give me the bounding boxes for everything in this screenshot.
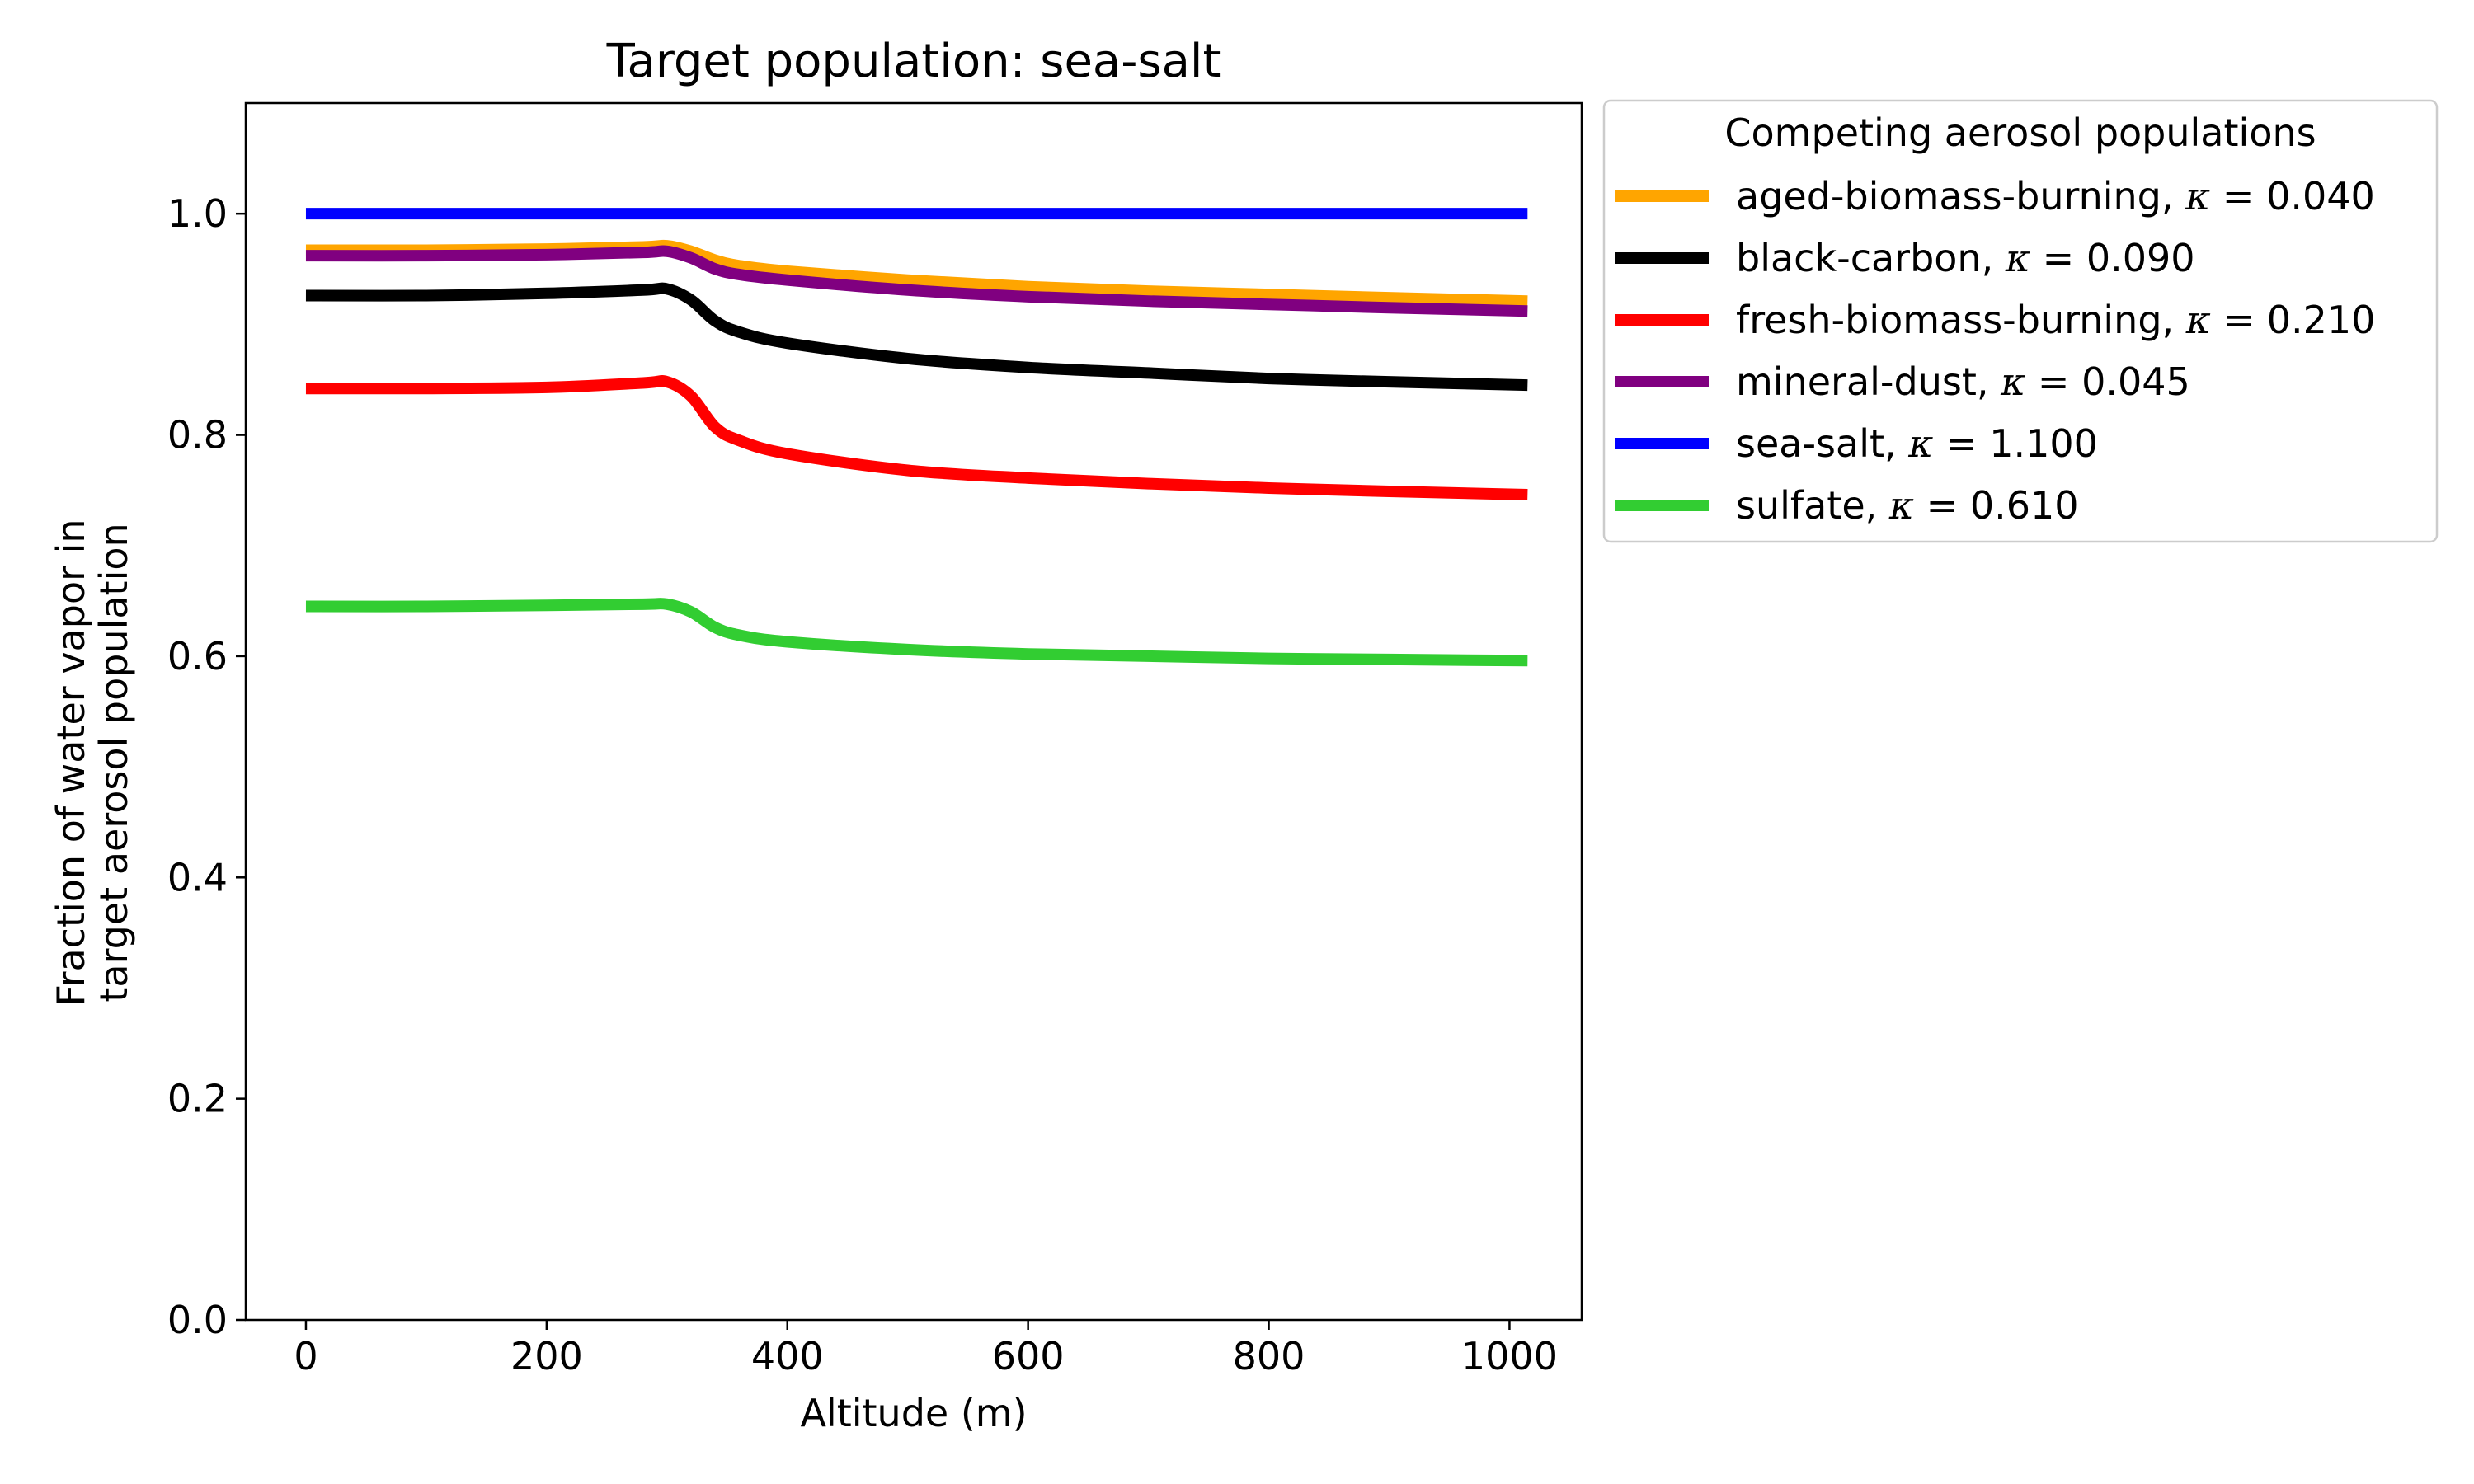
legend-equals: = <box>2025 359 2081 404</box>
x-axis-label: Altitude (m) <box>800 1391 1027 1435</box>
y-tick-label: 0.8 <box>167 413 228 458</box>
y-tick-label: 0.0 <box>167 1298 228 1342</box>
kappa-symbol: κ <box>2005 236 2030 280</box>
x-tick-label: 400 <box>751 1334 824 1378</box>
legend-series-name: fresh-biomass-burning <box>1736 298 2162 342</box>
y-axis: 0.0 0.2 0.4 0.6 0.8 1.0 <box>167 191 246 1342</box>
legend-series-name: sea-salt <box>1736 421 1884 466</box>
y-axis-label: Fraction of water vapor in target aeroso… <box>49 519 136 1006</box>
y-axis-label-line-1: Fraction of water vapor in <box>49 519 93 1006</box>
legend-items: aged-biomass-burning, κ = 0.040 black-car… <box>1615 174 2375 528</box>
legend-separator: , <box>2162 298 2186 342</box>
y-axis-label-line-2: target aerosol population <box>92 523 136 1002</box>
legend-kappa-value: 0.610 <box>1970 483 2079 528</box>
legend-kappa-value: 0.090 <box>2086 236 2195 280</box>
x-tick-label: 1000 <box>1461 1334 1558 1378</box>
plot-area <box>305 208 1528 667</box>
legend-separator: , <box>1865 483 1889 528</box>
series-line-fresh-biomass-burning <box>305 375 1528 500</box>
series-line-mineral-dust <box>305 245 1528 317</box>
legend-kappa-value: 1.100 <box>1989 421 2098 466</box>
legend-equals: = <box>2210 174 2266 218</box>
legend: Competing aerosol populations aged-bioma… <box>1602 99 2439 543</box>
kappa-symbol: κ <box>1888 483 1914 528</box>
kappa-symbol: κ <box>2185 298 2211 342</box>
legend-series-name: black-carbon <box>1736 236 1982 280</box>
legend-series-name: mineral-dust <box>1736 359 1977 404</box>
kappa-symbol: κ <box>2185 174 2210 218</box>
kappa-symbol: κ <box>1907 421 1933 466</box>
legend-separator: , <box>1977 359 2001 404</box>
legend-label-aged-biomass-burning: aged-biomass-burning, κ = 0.040 <box>1736 174 2375 218</box>
legend-kappa-value: 0.045 <box>2081 359 2190 404</box>
kappa-symbol: κ <box>2000 359 2025 404</box>
legend-title: Competing aerosol populations <box>1724 110 2316 155</box>
legend-label-black-carbon: black-carbon, κ = 0.090 <box>1736 236 2195 280</box>
legend-label-mineral-dust: mineral-dust, κ = 0.045 <box>1736 359 2190 404</box>
x-tick-label: 800 <box>1233 1334 1305 1378</box>
legend-equals: = <box>2030 236 2086 280</box>
series-line-sulfate <box>305 598 1528 667</box>
series-line-black-carbon <box>305 282 1528 392</box>
legend-series-name: sulfate <box>1736 483 1865 528</box>
legend-equals: = <box>1914 483 1970 528</box>
legend-label-sea-salt: sea-salt, κ = 1.100 <box>1736 421 2098 466</box>
legend-separator: , <box>2161 174 2185 218</box>
x-tick-label: 0 <box>294 1334 317 1378</box>
chart-title: Target population: sea-salt <box>606 35 1221 88</box>
legend-equals: = <box>2211 298 2267 342</box>
y-tick-label: 0.6 <box>167 634 228 679</box>
legend-label-fresh-biomass-burning: fresh-biomass-burning, κ = 0.210 <box>1736 298 2375 342</box>
x-tick-label: 200 <box>510 1334 583 1378</box>
x-tick-label: 600 <box>992 1334 1065 1378</box>
plot-frame <box>244 101 1583 1322</box>
legend-series-name: aged-biomass-burning <box>1736 174 2161 218</box>
legend-frame <box>1602 99 2439 543</box>
legend-equals: = <box>1933 421 1989 466</box>
legend-separator: , <box>1884 421 1908 466</box>
y-tick-label: 1.0 <box>167 191 228 236</box>
legend-label-sulfate: sulfate, κ = 0.610 <box>1736 483 2079 528</box>
x-axis: 0 200 400 600 800 1000 <box>294 1320 1558 1378</box>
legend-kappa-value: 0.040 <box>2266 174 2375 218</box>
y-tick-label: 0.4 <box>167 855 228 899</box>
legend-kappa-value: 0.210 <box>2267 298 2376 342</box>
y-tick-label: 0.2 <box>167 1077 228 1121</box>
legend-separator: , <box>1982 236 2006 280</box>
